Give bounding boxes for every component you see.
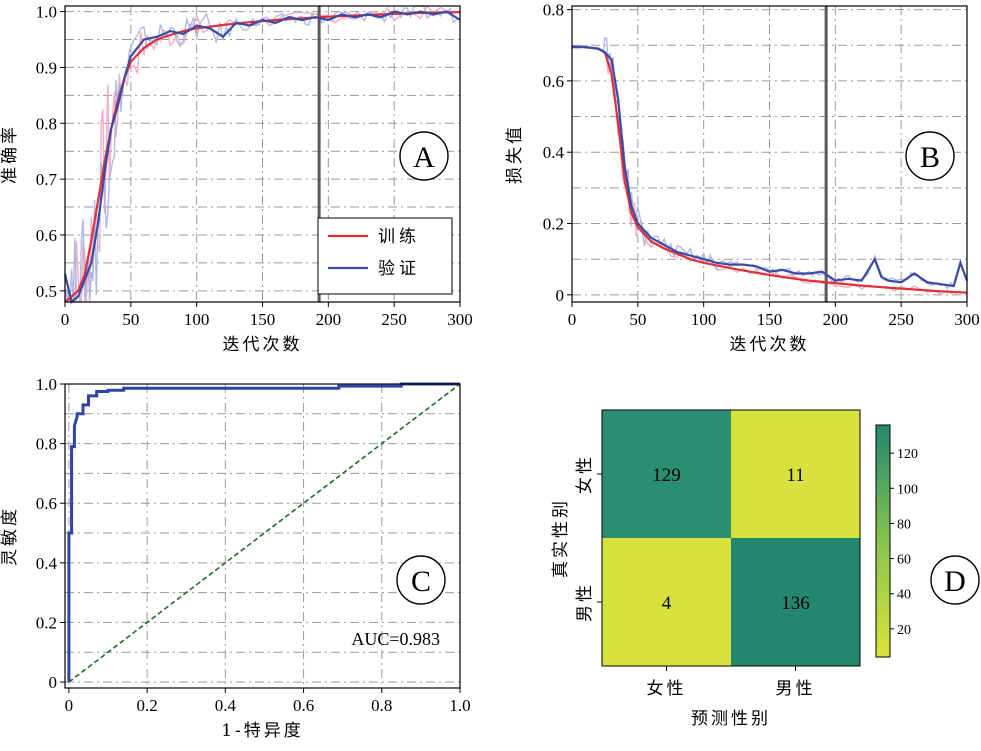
y-category-label: 女性 [575,454,595,494]
y-tick-label: 0.5 [36,282,57,301]
matrix-cell-value: 11 [786,465,804,486]
y-tick-label: 0.4 [36,554,58,573]
x-axis-label: 迭代次数 [223,335,303,355]
matrix-cell-value: 4 [662,593,672,614]
x-tick-label: 300 [447,310,473,329]
x-axis-label: 预测性别 [691,709,771,729]
colorbar-tick-label: 80 [897,517,911,532]
y-tick-label: 0.8 [543,1,564,20]
legend-label-1: 验证 [378,259,420,279]
series-line-diagonal [68,383,461,683]
y-tick-label: 0.7 [36,170,58,189]
auc-annotation: AUC=0.983 [351,629,440,649]
y-tick-label: 0 [49,673,58,692]
y-tick-label: 0.2 [36,613,57,632]
y-tick-label: 0.4 [543,143,565,162]
panel-label-circle [399,131,449,181]
y-tick-label: 0.2 [543,215,564,234]
colorbar-tick-label: 20 [897,623,911,638]
series-line-1 [572,45,969,288]
y-axis-label: 准确率 [0,124,20,184]
panel-label-c: C [411,565,431,598]
series-line-0 [572,45,968,294]
x-tick-label: 0 [61,310,70,329]
x-tick-label: 100 [691,310,717,329]
x-tick-label: 0.2 [137,696,158,715]
panel-label-d: D [944,565,966,598]
matrix-cell [731,410,860,538]
plot-frame [64,383,461,689]
y-tick-label: 0.9 [36,58,57,77]
x-tick-label: 200 [823,310,849,329]
matrix-frame [601,409,861,667]
y-tick-label: 1.0 [36,3,57,22]
y-tick-label: 0.6 [543,72,564,91]
y-tick-label: 0.6 [36,226,57,245]
x-tick-label: 100 [184,310,210,329]
x-tick-label: 1.0 [449,696,470,715]
matrix-cell [602,410,731,538]
x-axis-label: 迭代次数 [730,335,810,355]
colorbar [875,424,891,658]
y-axis-label: 损失值 [505,124,525,184]
panel-a-accuracy-chart: 0 50 100 150 200 250 300 0.5 0.6 0.7 0.8 0.9 1.0 迭代次数… [0,3,473,355]
x-tick-label: 250 [888,310,914,329]
x-tick-label: 300 [954,310,980,329]
x-tick-label: 0.8 [371,696,392,715]
x-tick-label: 150 [250,310,276,329]
panel-label-a: A [413,141,435,174]
matrix-cell-value: 136 [781,593,810,614]
x-tick-label: 0 [568,310,577,329]
x-tick-label: 250 [381,310,407,329]
y-tick-label: 1.0 [36,375,57,394]
x-tick-label: 0.4 [215,696,237,715]
y-tick-label: 0.6 [36,494,57,513]
raw-trace-0 [571,45,961,297]
x-tick-label: 0.6 [293,696,314,715]
x-category-label: 女性 [647,679,687,699]
y-axis-label: 灵敏度 [0,506,20,566]
y-tick-label: 0 [556,286,565,305]
x-tick-label: 50 [629,310,646,329]
x-tick-label: 0 [65,696,74,715]
panel-label-b: B [920,141,940,174]
colorbar-tick-label: 120 [897,447,918,462]
panel-label-circle [396,555,446,605]
colorbar-tick-label: 40 [897,588,911,603]
panel-label-circle [905,131,955,181]
y-tick-label: 0.8 [36,435,57,454]
panel-c-roc-chart: 0 0.2 0.4 0.6 0.8 1.0 0 0.2 0.4 0.6 0.8 1.0 1-特异度 灵敏度… [0,375,471,741]
panel-b-loss-chart: 0 50 100 150 200 250 300 0 0.2 0.4 0.6 0.8 迭代次数 损失值 B [505,1,980,355]
x-tick-label: 200 [316,310,342,329]
colorbar-tick-label: 100 [897,482,918,497]
series-line-1 [63,10,461,305]
y-axis-label: 真实性别 [551,498,571,578]
matrix-cell [602,538,731,666]
legend-box [317,217,453,295]
y-tick-label: 0.8 [36,114,57,133]
x-category-label: 男性 [776,679,816,699]
colorbar-tick-label: 60 [897,553,911,568]
matrix-cell [731,538,860,666]
panel-label-circle [930,555,980,605]
y-category-label: 男性 [575,582,595,622]
series-line-roc [67,382,460,682]
x-axis-label: 1-特异度 [221,721,304,741]
legend-label-0: 训练 [378,227,420,247]
x-tick-label: 150 [757,310,783,329]
matrix-cell-value: 129 [652,465,681,486]
x-tick-label: 50 [122,310,139,329]
